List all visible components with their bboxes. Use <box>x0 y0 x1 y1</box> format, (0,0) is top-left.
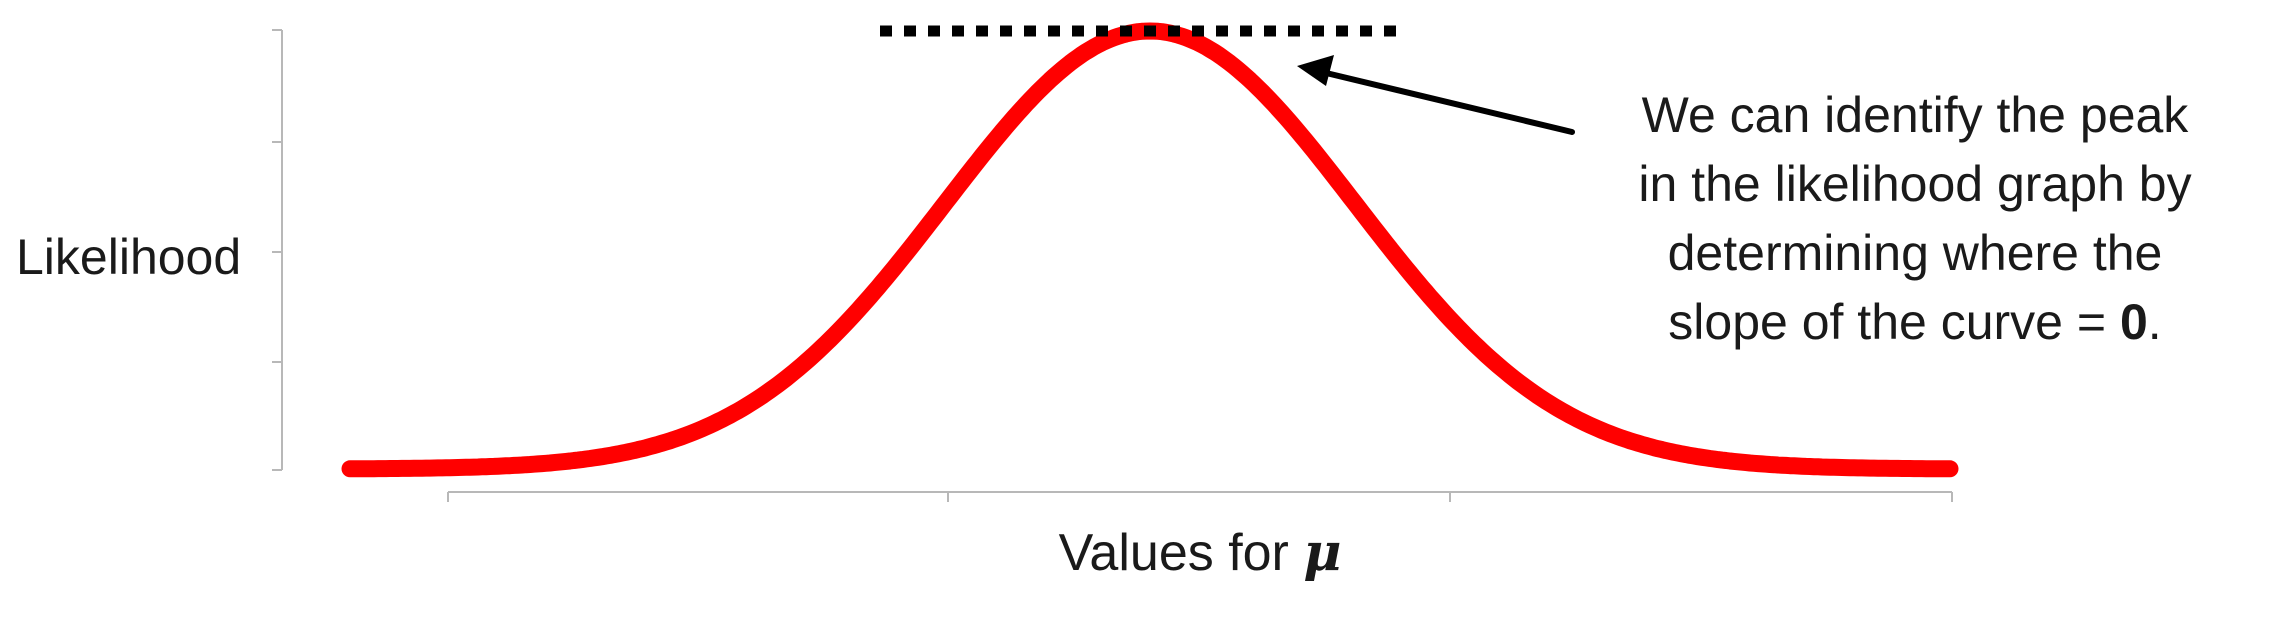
annotation-line-2: in the likelihood graph by <box>1638 156 2191 212</box>
y-axis <box>272 29 283 471</box>
annotation-line-4-prefix: slope of the curve = <box>1668 294 2120 350</box>
arrow-head <box>1297 55 1334 86</box>
arrow-shaft <box>1319 69 1575 135</box>
annotation-line-3: determining where the <box>1668 225 2163 281</box>
annotation-zero-value: 0 <box>2120 294 2148 350</box>
y-axis-label: Likelihood <box>16 229 241 285</box>
annotation-line-4-suffix: . <box>2148 294 2162 350</box>
x-axis-label-prefix: Values for <box>1059 524 1304 582</box>
x-axis-label: Values for μ <box>1059 522 1342 583</box>
annotation-line-1: We can identify the peak <box>1642 87 2190 143</box>
annotation-arrow <box>1297 55 1575 135</box>
x-axis <box>447 491 1953 502</box>
mu-symbol: μ <box>1303 522 1341 583</box>
annotation-line-4: slope of the curve = 0. <box>1668 294 2161 350</box>
annotation-text: We can identify the peak in the likeliho… <box>1638 87 2191 350</box>
